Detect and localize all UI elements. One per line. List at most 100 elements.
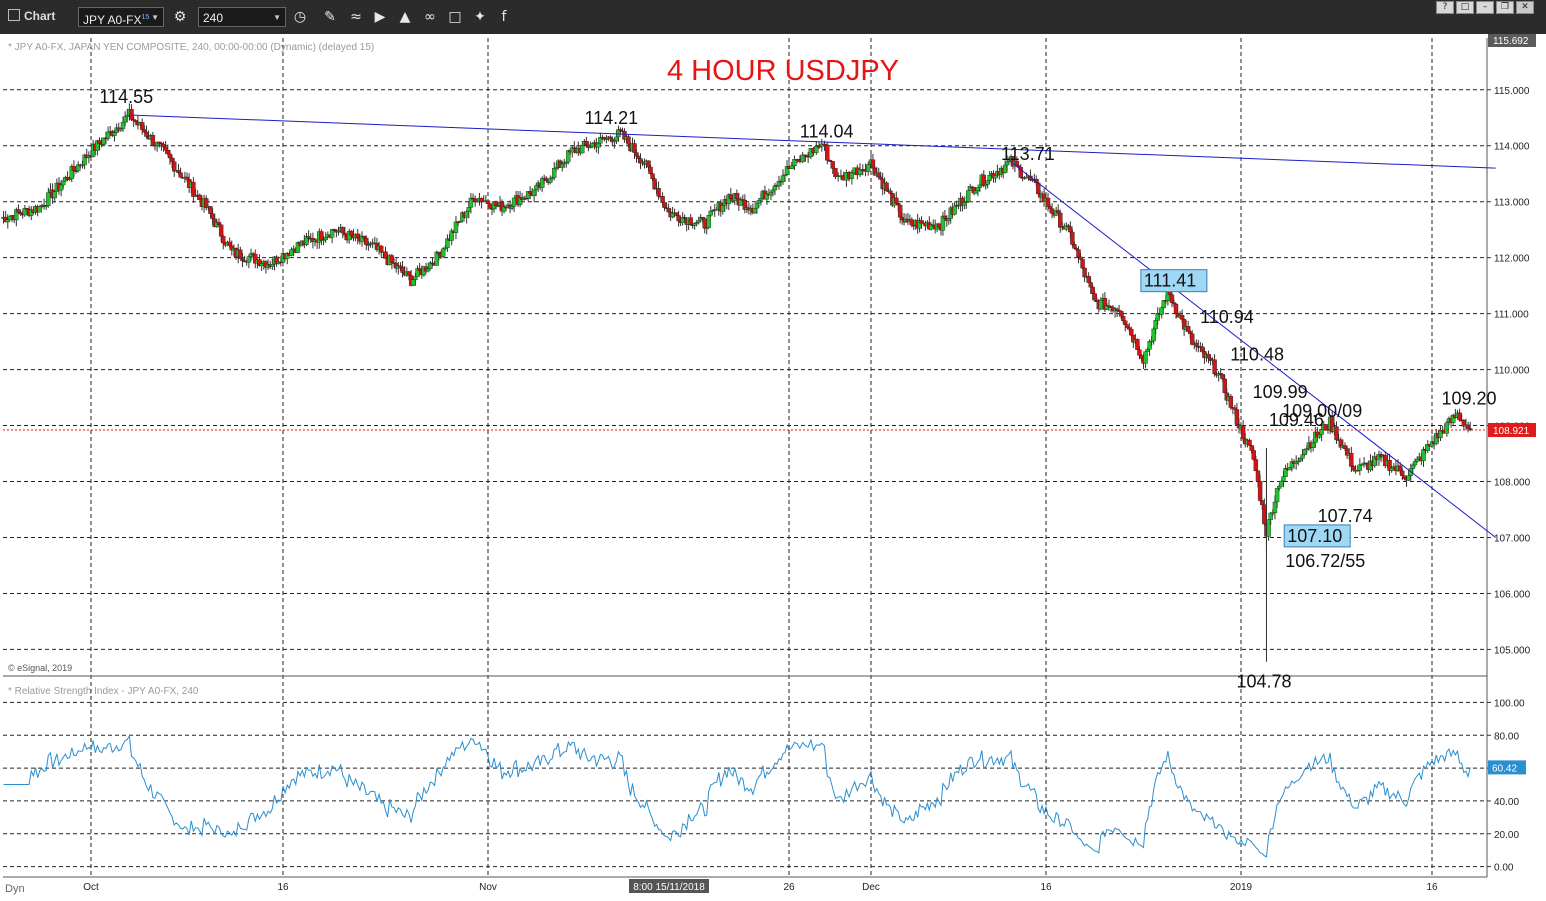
price-annotation: 110.48 xyxy=(1230,345,1284,365)
candle xyxy=(1070,229,1075,247)
candle-body-down xyxy=(830,161,835,169)
candle-body-down xyxy=(240,258,245,262)
restore-icon[interactable]: ❐ xyxy=(1496,1,1514,14)
time-axis-label: Oct xyxy=(83,882,99,893)
candle-body-down xyxy=(71,166,77,171)
window-titlebar: Chart JPY A0-FX15 ▼ ⚙ 240 ▼ ◷ ✎ ≈ ▶ ▲ ∞ □ … xyxy=(0,0,1546,35)
candle-body-down xyxy=(648,166,653,174)
candle-body-up xyxy=(612,140,617,143)
candle-body-down xyxy=(364,237,369,245)
candle-body-up xyxy=(1098,300,1104,310)
candle-body-up xyxy=(1151,328,1156,342)
minimize-icon[interactable]: – xyxy=(1476,1,1494,14)
candle-body-down xyxy=(1240,425,1246,440)
candle xyxy=(816,142,822,149)
price-annotation: 109.46 xyxy=(1269,410,1324,430)
price-panel-label: * JPY A0-FX, JAPAN YEN COMPOSITE, 240, 0… xyxy=(8,42,374,53)
comment-icon[interactable]: □ xyxy=(448,9,462,25)
candle-body-down xyxy=(1397,465,1403,472)
candle-body-up xyxy=(789,165,794,169)
candle-body-up xyxy=(754,202,760,209)
candle-body-down xyxy=(1080,259,1085,269)
twitter-icon[interactable]: ✦ xyxy=(474,9,486,25)
copyright-label: © eSignal, 2019 xyxy=(8,663,72,673)
price-axis-label: 107.000 xyxy=(1494,533,1531,544)
time-cursor-label: 8:00 15/11/2018 xyxy=(633,882,705,893)
top-price-marker-box xyxy=(1488,34,1536,47)
time-axis-label: Dec xyxy=(862,882,880,893)
candle-body-up xyxy=(696,219,701,223)
time-axis-label: 16 xyxy=(1426,882,1438,893)
candle-body-up xyxy=(453,221,459,233)
link-icon[interactable]: ∞ xyxy=(424,9,436,25)
time-cursor-box xyxy=(629,879,709,893)
play-icon[interactable]: ▶ xyxy=(374,9,386,25)
candle-body-down xyxy=(652,178,657,190)
price-axis-label: 115.000 xyxy=(1494,86,1530,97)
candle xyxy=(1080,259,1085,269)
candle-body-up xyxy=(1145,349,1150,352)
candle xyxy=(825,141,830,165)
candle xyxy=(833,168,838,180)
price-annotation: 114.21 xyxy=(584,108,638,128)
rsi-last-label: 60.42 xyxy=(1492,763,1517,774)
candle-body-down xyxy=(1090,286,1095,294)
candle-body-down xyxy=(656,187,661,197)
candle-body-up xyxy=(105,131,111,139)
study-icon[interactable]: ≈ xyxy=(350,9,362,25)
candle xyxy=(803,154,808,162)
interval-input[interactable]: 240 ▼ xyxy=(198,7,286,27)
candle xyxy=(827,159,833,163)
candle-body-down xyxy=(1094,299,1099,302)
candle-body-down xyxy=(1070,231,1075,245)
candle-body-up xyxy=(1389,467,1394,471)
alert-icon[interactable]: ▲ xyxy=(399,9,411,25)
price-axis-label: 112.000 xyxy=(1494,254,1530,265)
chart-title: 4 HOUR USDJPY xyxy=(667,55,899,87)
candle-body-down xyxy=(355,233,360,238)
price-annotation: 107.10 xyxy=(1287,526,1342,546)
candle-body-down xyxy=(543,177,549,181)
clock-icon[interactable]: ◷ xyxy=(293,9,307,25)
candle-body-down xyxy=(221,236,226,244)
candle xyxy=(706,214,711,229)
candle-body-down xyxy=(178,172,183,178)
candle-body-down xyxy=(618,129,623,132)
candle-body-down xyxy=(1047,206,1053,209)
candle-body-down xyxy=(389,255,395,263)
candle-body-down xyxy=(1334,426,1339,441)
candle xyxy=(819,138,824,152)
candle-body-down xyxy=(139,122,145,130)
candle-body-up xyxy=(1412,461,1418,466)
close-icon[interactable]: ✕ xyxy=(1516,1,1534,14)
candle-body-up xyxy=(511,197,517,207)
options-icon[interactable]: □ xyxy=(1456,1,1474,14)
candle-body-down xyxy=(827,160,833,162)
time-axis-label: 26 xyxy=(783,882,795,893)
help-button[interactable]: ? xyxy=(1436,1,1454,14)
candle xyxy=(1161,300,1167,309)
candle-body-down xyxy=(884,182,889,191)
time-axis-label: Nov xyxy=(479,882,497,893)
symbol-input[interactable]: JPY A0-FX15 ▼ xyxy=(78,7,164,27)
price-axis-label: 108.000 xyxy=(1494,478,1531,489)
candle-body-down xyxy=(216,222,222,226)
trendlines[interactable] xyxy=(129,114,1496,538)
trendline xyxy=(1010,161,1496,538)
candle-body-down xyxy=(1092,293,1097,301)
rsi-axis-label: 100.00 xyxy=(1494,698,1525,709)
candle-body-up xyxy=(533,185,539,191)
draw-line-icon[interactable]: ✎ xyxy=(324,9,336,25)
candle-body-down xyxy=(1212,359,1217,375)
candle-body-down xyxy=(1400,470,1405,476)
facebook-icon[interactable]: f xyxy=(501,9,507,25)
interval-settings-icon[interactable]: ⚙ xyxy=(173,9,187,25)
candle xyxy=(1467,421,1473,432)
chart-area[interactable]: 114.55 114.21 114.04 113.71 111.41 110.94 110.… xyxy=(0,34,1546,901)
last-price-box xyxy=(1488,422,1536,437)
last-price-label: 108.921 xyxy=(1493,426,1530,437)
candle-body-down xyxy=(191,181,196,197)
time-axis-label: 16 xyxy=(1040,882,1052,893)
